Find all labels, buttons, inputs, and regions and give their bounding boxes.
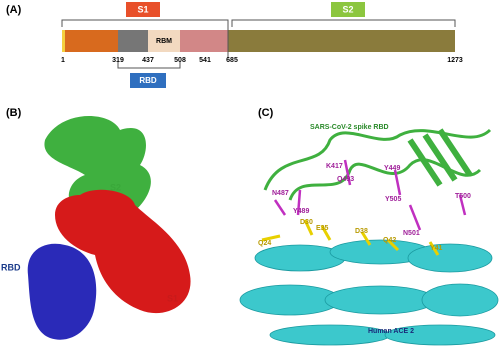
domain xyxy=(228,30,455,52)
panel-b: (B) S2 RBD S1 xyxy=(1,107,191,340)
domain xyxy=(180,30,228,52)
s1-surface xyxy=(55,189,191,314)
domain xyxy=(148,30,180,52)
s2-box xyxy=(331,2,365,17)
position: 1 xyxy=(61,57,65,64)
rbd-ribbon xyxy=(263,128,492,201)
panel-c: (C) SARS-CoV-2 spike RBD K417 Y449 Q493 … xyxy=(239,107,499,346)
position: 508 xyxy=(174,57,186,64)
residue-label: Y449 xyxy=(384,165,400,172)
s2-label: S2 xyxy=(342,4,353,14)
domain xyxy=(118,30,148,52)
s2-surface xyxy=(44,116,151,215)
residue-label: Y505 xyxy=(385,196,401,203)
residue-label: K417 xyxy=(326,163,343,170)
bracket xyxy=(117,62,181,69)
residue-label: Y489 xyxy=(293,208,309,215)
panel-label: (A) xyxy=(6,4,22,16)
residue-label: D38 xyxy=(355,228,368,235)
residue-label: E35 xyxy=(316,225,329,232)
panel-label: (B) xyxy=(6,107,22,119)
rbm-label: RBM xyxy=(156,38,172,45)
residue-label: T500 xyxy=(455,193,471,200)
receptor-label: Human ACE 2 xyxy=(368,328,414,335)
domain xyxy=(62,30,65,52)
rbd-label: RBD xyxy=(1,262,21,272)
domain xyxy=(65,30,118,52)
rbd-residues xyxy=(273,159,467,231)
panel-a: (A) S1 S2 RBM 1 319 437 508 541 685 1273… xyxy=(6,2,463,88)
s1-label: S1 xyxy=(167,293,178,303)
s1-box xyxy=(126,2,160,17)
rbd-surface xyxy=(27,243,97,340)
position: 437 xyxy=(142,57,154,64)
ace2-residues xyxy=(261,219,440,256)
structure-title: SARS-CoV-2 spike RBD xyxy=(310,124,389,131)
bracket xyxy=(61,19,456,27)
residue-label: Q24 xyxy=(258,240,271,247)
s2-label: S2 xyxy=(110,182,121,192)
panel-label: (C) xyxy=(258,107,274,119)
residue-label: N501 xyxy=(403,230,420,237)
position: 319 xyxy=(112,57,124,64)
residue-label: Y41 xyxy=(430,245,443,252)
position: 685 xyxy=(226,57,238,64)
residue-label: Q493 xyxy=(337,176,354,183)
s1-label: S1 xyxy=(137,4,148,14)
residue-label: D30 xyxy=(300,219,313,226)
rbd-box xyxy=(130,73,166,88)
ace2-helices xyxy=(239,239,499,346)
residue-label: N487 xyxy=(272,190,289,197)
rbd-label: RBD xyxy=(139,76,157,85)
residue-label: Q42 xyxy=(383,237,396,244)
position: 1273 xyxy=(447,57,463,64)
position: 541 xyxy=(199,57,211,64)
